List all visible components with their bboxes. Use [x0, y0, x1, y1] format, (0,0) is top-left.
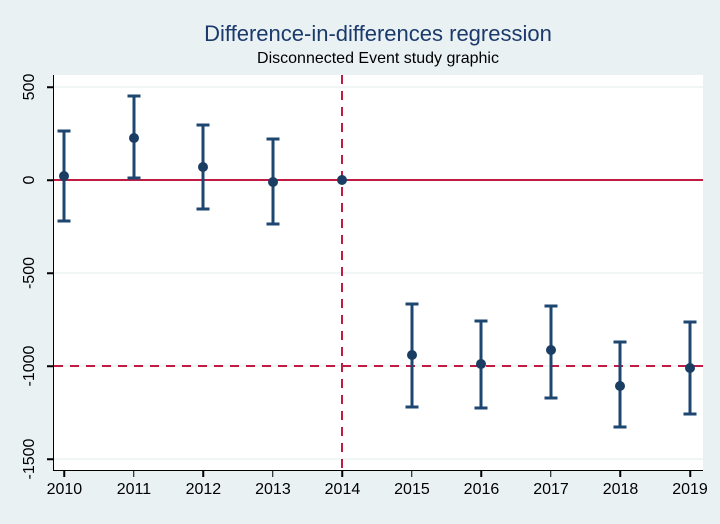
- error-bar-cap-lower: [474, 406, 488, 410]
- x-tick-label: 2019: [672, 481, 708, 498]
- error-bar-cap-lower: [196, 207, 210, 211]
- error-bar-cap-upper: [127, 94, 141, 98]
- data-point-2014: [337, 175, 348, 186]
- data-point-2010: [59, 170, 70, 181]
- x-axis-tick: [272, 470, 274, 477]
- error-bar-cap-upper: [683, 320, 697, 324]
- y-tick-label-text: 500: [21, 74, 38, 101]
- gridline: [54, 272, 703, 274]
- x-axis-tick: [341, 470, 344, 477]
- x-tick-label: 2018: [602, 481, 639, 498]
- y-tick-label-text: -1500: [21, 438, 38, 480]
- x-tick-label: 2015: [394, 481, 430, 498]
- data-point-2013: [267, 177, 278, 188]
- data-point-2019: [685, 362, 695, 373]
- y-axis-tick: [47, 179, 54, 182]
- y-axis-tick: [47, 365, 54, 367]
- y-tick-label-text: -500: [21, 257, 38, 290]
- x-axis-tick: [550, 470, 552, 477]
- error-bar-cap-upper: [266, 137, 280, 141]
- error-bar-cap-upper: [405, 302, 419, 306]
- dashed-reference-line: [54, 365, 703, 368]
- data-point-2011: [128, 132, 139, 143]
- error-bar-cap-lower: [127, 176, 141, 180]
- error-bar-cap-upper: [613, 340, 627, 344]
- x-tick-label: 2010: [46, 481, 83, 498]
- data-point-2018: [615, 380, 626, 391]
- x-tick-label: 2017: [533, 481, 569, 498]
- event-year-reference-line: [341, 75, 344, 470]
- error-bar-cap-lower: [405, 405, 419, 409]
- x-axis-tick: [63, 470, 66, 477]
- error-bar-cap-lower: [57, 219, 71, 223]
- error-bar-cap-upper: [544, 304, 558, 308]
- y-tick-label-text: 0: [21, 175, 38, 185]
- x-tick-label: 2016: [463, 481, 500, 498]
- x-tick-label: 2013: [255, 481, 291, 498]
- error-bar-cap-lower: [683, 412, 697, 416]
- data-point-2012: [198, 162, 209, 173]
- y-axis-tick: [47, 86, 54, 89]
- x-axis-tick: [133, 470, 135, 477]
- y-axis-tick: [47, 272, 54, 274]
- x-axis-tick: [202, 470, 205, 477]
- error-bar-cap-upper: [196, 123, 210, 127]
- error-bar-cap-upper: [57, 129, 71, 133]
- chart-subtitle: Disconnected Event study graphic: [257, 50, 499, 67]
- chart-title: Difference-in-differences regression: [204, 21, 552, 46]
- x-tick-label: 2011: [116, 481, 152, 498]
- x-axis-tick: [619, 470, 622, 477]
- x-axis-tick: [480, 470, 483, 477]
- x-axis-tick: [689, 470, 691, 477]
- gridline: [54, 458, 703, 460]
- y-tick-label-text: -1000: [21, 345, 38, 387]
- x-tick-label: 2012: [185, 481, 222, 498]
- y-axis-tick: [47, 458, 54, 460]
- data-point-2015: [406, 349, 417, 360]
- error-bar-cap-upper: [474, 319, 488, 323]
- x-axis-tick: [411, 470, 413, 477]
- plot-area: 500 0 -500 -1000 -1500 2010 2011 2012 2013 2014 20…: [21, 74, 708, 498]
- data-point-2016: [476, 359, 487, 370]
- error-bar-cap-lower: [613, 425, 627, 429]
- gridline: [54, 86, 703, 88]
- x-tick-label: 2014: [324, 481, 361, 498]
- error-bar-cap-lower: [544, 396, 558, 400]
- zero-reference-line: [54, 179, 703, 182]
- data-point-2017: [545, 345, 556, 356]
- error-bar-cap-lower: [266, 222, 280, 226]
